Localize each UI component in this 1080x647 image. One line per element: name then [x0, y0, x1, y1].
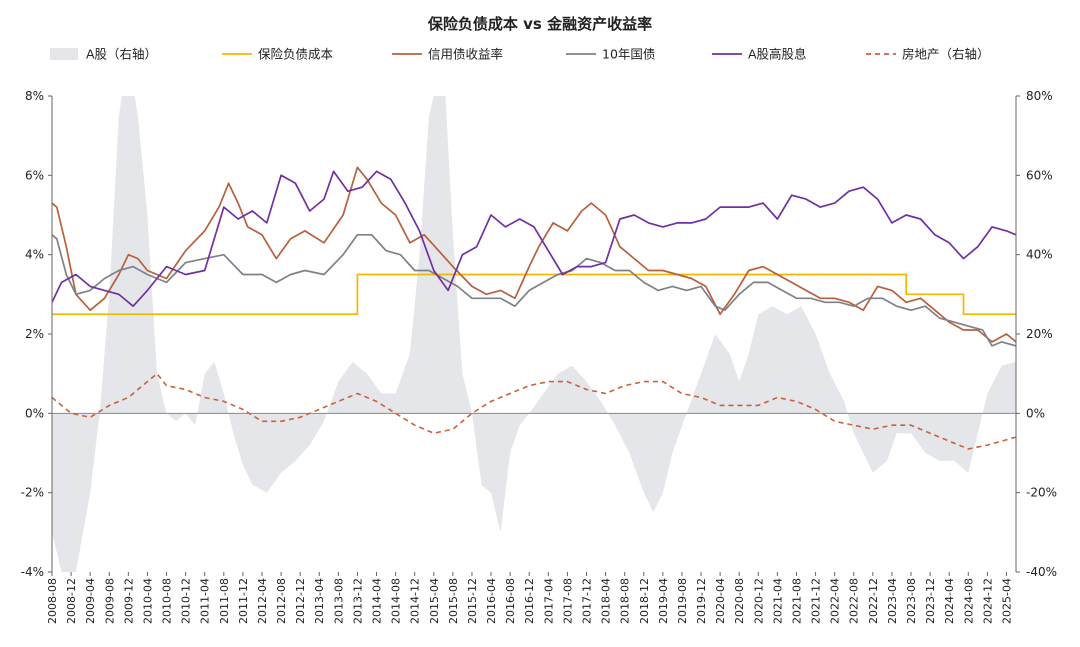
legend-label: A股（右轴） [86, 47, 157, 62]
x-tick-label: 2009-12 [122, 578, 135, 624]
x-tick-label: 2013-12 [351, 578, 364, 624]
series-3-line [52, 166, 1016, 343]
x-tick-label: 2015-04 [428, 578, 441, 624]
x-tick-label: 2010-04 [141, 578, 154, 624]
chart-title: 保险负债成本 vs 金融资产收益率 [427, 15, 652, 33]
y-right-tick-label: -40% [1026, 565, 1057, 579]
x-tick-label: 2021-12 [810, 578, 823, 624]
x-tick-label: 2009-08 [103, 578, 116, 624]
x-tick-label: 2020-04 [714, 578, 727, 624]
x-tick-label: 2018-08 [619, 578, 632, 624]
y-right-tick-label: -20% [1026, 486, 1057, 500]
x-tick-label: 2008-08 [46, 578, 59, 624]
x-tick-label: 2021-04 [771, 578, 784, 624]
x-tick-label: 2011-04 [199, 578, 212, 624]
series-5-line [52, 170, 1016, 308]
x-tick-label: 2014-12 [409, 578, 422, 624]
x-tick-label: 2022-04 [829, 578, 842, 624]
y-left-tick-label: 4% [25, 248, 44, 262]
y-left-tick-label: 2% [25, 327, 44, 341]
x-tick-label: 2016-12 [523, 578, 536, 624]
x-tick-label: 2014-04 [371, 578, 384, 624]
legend-item: 10年国债 [566, 47, 655, 62]
x-tick-label: 2010-08 [161, 578, 174, 624]
x-tick-label: 2019-12 [695, 578, 708, 624]
y-left-tick-label: 6% [25, 168, 44, 182]
legend-item: 信用债收益率 [392, 47, 503, 62]
x-tick-label: 2020-12 [752, 578, 765, 624]
legend-item: 房地产（右轴） [866, 47, 990, 62]
x-tick-label: 2025-04 [1000, 578, 1013, 624]
x-tick-label: 2013-08 [332, 578, 345, 624]
x-tick-label: 2009-04 [84, 578, 97, 624]
x-tick-label: 2018-04 [600, 578, 613, 624]
axes: -4% -2% 0% 2% 4% 6% 8% -40% -20% 0% 20% 40% 60% 80% 20… [21, 89, 1057, 624]
y-right-tick-label: 20% [1026, 327, 1053, 341]
x-tick-label: 2017-08 [561, 578, 574, 624]
plot-area [52, 96, 1016, 572]
x-tick-label: 2023-12 [924, 578, 937, 624]
legend-label: 信用债收益率 [428, 47, 503, 62]
x-tick-label: 2017-12 [580, 578, 593, 624]
legend-swatch [50, 48, 78, 60]
y-right-tick-label: 0% [1026, 406, 1045, 420]
x-tick-label: 2012-08 [275, 578, 288, 624]
x-tick-label: 2012-12 [294, 578, 307, 624]
legend-label: 房地产（右轴） [902, 47, 990, 62]
x-tick-label: 2024-04 [943, 578, 956, 624]
x-tick-label: 2011-08 [218, 578, 231, 624]
series-2-line [52, 273, 1016, 316]
y-right-tick-label: 80% [1026, 89, 1053, 103]
x-tick-label: 2016-08 [504, 578, 517, 624]
x-tick-label: 2017-04 [542, 578, 555, 624]
x-tick-label: 2020-08 [733, 578, 746, 624]
x-tick-label: 2019-08 [676, 578, 689, 624]
legend-label: 保险负债成本 [258, 47, 334, 62]
y-right-tick-label: 40% [1026, 248, 1053, 262]
x-tick-label: 2016-04 [485, 578, 498, 624]
x-tick-label: 2022-12 [867, 578, 880, 624]
series-1-area [52, 96, 1016, 572]
legend-label: 10年国债 [602, 47, 655, 62]
x-tick-label: 2014-08 [390, 578, 403, 624]
x-tick-label: 2015-12 [466, 578, 479, 624]
x-tick-label: 2021-08 [790, 578, 803, 624]
x-tick-label: 2008-12 [65, 578, 78, 624]
x-tick-label: 2018-12 [638, 578, 651, 624]
x-tick-label: 2023-08 [905, 578, 918, 624]
x-tick-label: 2010-12 [180, 578, 193, 624]
x-tick-label: 2012-04 [256, 578, 269, 624]
x-tick-label: 2022-08 [848, 578, 861, 624]
x-tick-label: 2019-04 [657, 578, 670, 624]
legend-item: A股（右轴） [50, 47, 157, 62]
x-tick-label: 2024-12 [981, 578, 994, 624]
y-left-tick-label: 8% [25, 89, 44, 103]
y-right-tick-label: 60% [1026, 168, 1053, 182]
x-tick-label: 2011-12 [237, 578, 250, 624]
x-tick-label: 2024-08 [962, 578, 975, 624]
legend: A股（右轴） 保险负债成本 信用债收益率 10年国债 A股高股息 房地产（右轴） [50, 47, 990, 62]
x-tick-label: 2015-08 [447, 578, 460, 624]
y-left-tick-label: -2% [21, 486, 44, 500]
y-left-tick-label: 0% [25, 406, 44, 420]
series-4-line [52, 233, 1016, 347]
x-tick-label: 2023-04 [886, 578, 899, 624]
y-left-tick-label: -4% [21, 565, 44, 579]
x-tick-label: 2013-04 [313, 578, 326, 624]
legend-item: A股高股息 [712, 47, 807, 62]
legend-label: A股高股息 [748, 47, 807, 62]
legend-item: 保险负债成本 [222, 47, 334, 62]
